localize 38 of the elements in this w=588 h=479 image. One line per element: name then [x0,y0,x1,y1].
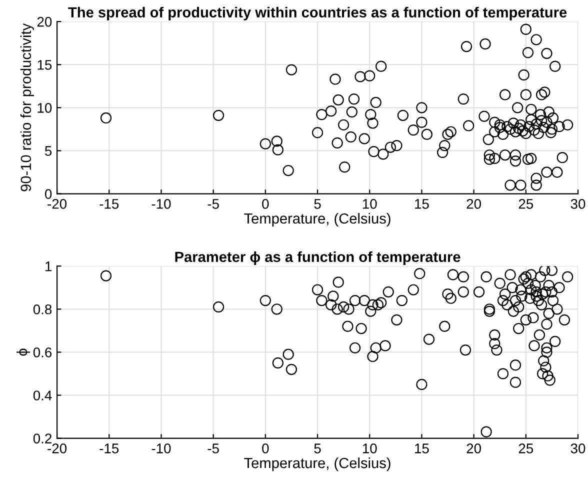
x-tick-label: -15 [100,444,119,454]
y-tick-label: 20 [37,16,52,27]
x-tick-label: -10 [152,444,171,454]
x-tick-label: 25 [518,444,534,454]
x-axis-title: Temperature, (Celsius) [244,457,390,472]
x-tick-label: -20 [48,444,67,454]
x-tick-label: 5 [314,199,321,209]
x-tick-label: -20 [48,198,67,209]
x-tick-label: -5 [208,444,219,454]
x-tick-label: 5 [314,444,321,454]
y-tick-label: 1 [46,262,52,272]
x-axis-title: Temperature, (Celsius) [244,212,390,227]
x-tick-label: 15 [415,444,429,454]
x-tick-label: 15 [415,199,429,209]
y-tick-label: 10 [38,102,52,113]
y-tick-label: 5 [45,146,52,156]
x-tick-label: -10 [152,198,171,209]
x-tick-label: 25 [518,198,534,209]
y-axis-title: 90-10 ratio for productivity [20,23,34,192]
x-tick-label: 10 [362,444,377,454]
y-tick-label: 15 [38,60,52,70]
chart-title: The spread of productivity within countries as a function of temperature [68,6,567,20]
x-tick-label: -5 [208,199,219,209]
y-tick-label: 0.6 [33,348,52,358]
x-tick-label: 30 [570,198,586,209]
chart-title: Parameter ϕ as a function of temperature [175,251,460,265]
x-tick-label: 20 [466,444,481,454]
x-tick-label: 0 [262,444,269,454]
y-tick-label: 0 [44,189,52,199]
y-tick-label: 0.8 [33,304,52,314]
y-tick-label: 0.4 [33,390,52,400]
x-tick-label: 10 [362,198,377,209]
x-tick-label: -15 [100,199,119,209]
y-tick-label: 0.2 [33,434,52,444]
x-tick-label: 20 [466,198,481,209]
x-tick-label: 0 [262,198,269,209]
x-tick-label: 30 [570,444,586,454]
y-axis-title: ϕ [16,348,30,356]
